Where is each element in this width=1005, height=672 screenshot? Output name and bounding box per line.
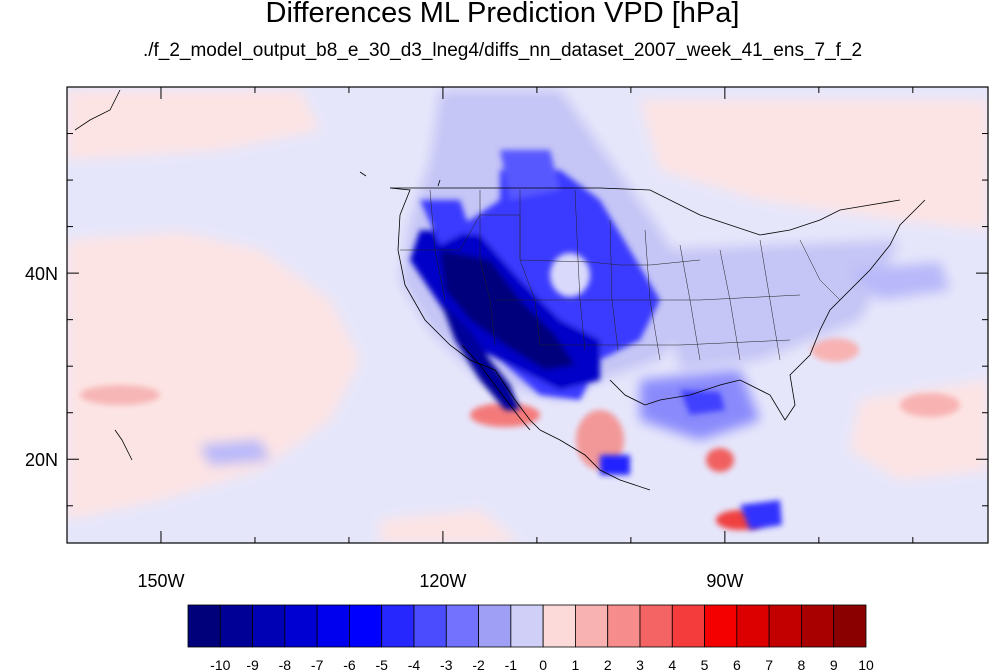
colorbar-label: 1	[572, 657, 580, 672]
colorbar-swatch	[736, 604, 770, 648]
colorbar-label: 9	[830, 657, 838, 672]
colorbar-label: 8	[798, 657, 806, 672]
colorbar-swatch	[349, 604, 383, 648]
colorbar-swatch	[252, 604, 286, 648]
colorbar-swatch	[413, 604, 447, 648]
strong-negative-anomaly-field	[410, 150, 782, 530]
colorbar-label: -4	[408, 657, 421, 672]
lat-tick-label: 20N	[25, 450, 58, 470]
colorbar-swatch	[671, 604, 705, 648]
colorbar-swatch	[381, 604, 415, 648]
map-plot-area	[67, 87, 988, 543]
colorbar-label: 3	[636, 657, 644, 672]
colorbar-label: -3	[440, 657, 453, 672]
colorbar-swatch	[575, 604, 609, 648]
colorbar	[187, 604, 867, 648]
colorbar-label: -9	[246, 657, 259, 672]
colorbar-label: -8	[279, 657, 292, 672]
lon-tick-label: 150W	[137, 571, 184, 591]
colorbar-swatch	[478, 604, 512, 648]
colorbar-swatch	[542, 604, 576, 648]
colorbar-label: 6	[733, 657, 741, 672]
colorbar-label: 2	[604, 657, 612, 672]
colorbar-label: 4	[668, 657, 676, 672]
lon-tick-label: 90W	[706, 571, 743, 591]
colorbar-swatch	[833, 604, 867, 648]
colorbar-swatch	[801, 604, 835, 648]
colorbar-label: 0	[539, 657, 547, 672]
colorbar-label: -5	[375, 657, 388, 672]
map-frame	[66, 86, 989, 544]
colorbar-label: 10	[858, 657, 874, 672]
lat-tick-label: 40N	[25, 264, 58, 284]
state-border-outlines	[400, 189, 841, 361]
colorbar-labels: -10 -9 -8 -7 -6 -5 -4 -3 -2 -1 0 1 2 3 4 5 6 7 8 9 10	[210, 657, 874, 672]
positive-anomaly-spots	[80, 338, 960, 530]
colorbar-swatch	[316, 604, 350, 648]
colorbar-swatch	[445, 604, 479, 648]
map-subtitle: ./f_2_model_output_b8_e_30_d3_lneg4/diff…	[142, 40, 863, 61]
colorbar-label: 5	[701, 657, 709, 672]
lon-tick-label: 120W	[419, 571, 466, 591]
positive-anomaly-field	[67, 90, 988, 543]
colorbar-label: -1	[505, 657, 518, 672]
coastline-outlines	[74, 89, 926, 491]
colorbar-swatch	[510, 604, 544, 648]
colorbar-label: 7	[765, 657, 773, 672]
axis-ticks	[66, 87, 988, 543]
colorbar-label: -2	[472, 657, 485, 672]
colorbar-label: -7	[311, 657, 324, 672]
map-title: Differences ML Prediction VPD [hPa]	[265, 0, 740, 29]
colorbar-swatch	[607, 604, 641, 648]
neutral-patch	[550, 253, 590, 297]
colorbar-label: -6	[343, 657, 356, 672]
axis-tick-labels: 40N 20N 150W 120W 90W	[25, 264, 743, 591]
colorbar-swatch	[704, 604, 738, 648]
colorbar-swatch	[768, 604, 802, 648]
colorbar-swatch	[639, 604, 673, 648]
colorbar-swatch	[219, 604, 253, 648]
colorbar-swatch	[284, 604, 318, 648]
colorbar-label: -10	[210, 657, 230, 672]
colorbar-swatch	[187, 604, 221, 648]
